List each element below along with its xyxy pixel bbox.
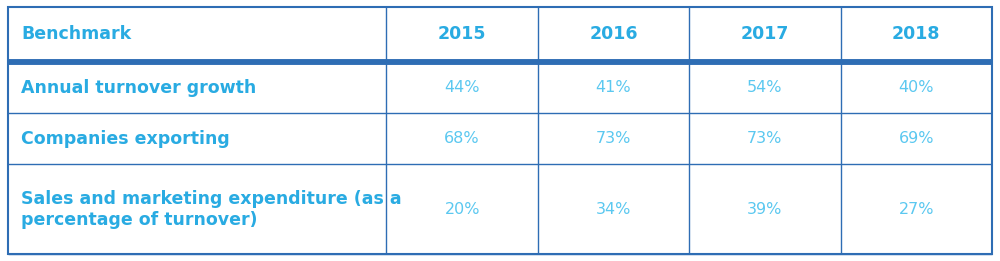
Text: 2018: 2018: [892, 25, 941, 43]
Bar: [689, 113, 841, 164]
Text: 73%: 73%: [747, 131, 783, 146]
Bar: [386, 164, 538, 254]
Bar: [841, 164, 992, 254]
Bar: [8, 113, 386, 164]
Text: 54%: 54%: [747, 80, 783, 95]
Bar: [689, 164, 841, 254]
Bar: [538, 62, 689, 113]
Text: Benchmark: Benchmark: [21, 25, 131, 43]
Text: 40%: 40%: [899, 80, 934, 95]
Bar: [8, 164, 386, 254]
Text: Companies exporting: Companies exporting: [21, 129, 230, 147]
Bar: [538, 164, 689, 254]
Text: 44%: 44%: [444, 80, 480, 95]
Text: 34%: 34%: [596, 202, 631, 217]
Bar: [538, 113, 689, 164]
Text: 39%: 39%: [747, 202, 783, 217]
Text: 27%: 27%: [899, 202, 934, 217]
Bar: [8, 7, 386, 62]
Text: Annual turnover growth: Annual turnover growth: [21, 79, 256, 97]
Text: 41%: 41%: [596, 80, 631, 95]
Text: 2016: 2016: [589, 25, 638, 43]
Text: 69%: 69%: [899, 131, 934, 146]
Text: 20%: 20%: [444, 202, 480, 217]
Text: Sales and marketing expenditure (as a
percentage of turnover): Sales and marketing expenditure (as a pe…: [21, 190, 402, 229]
Text: 2015: 2015: [438, 25, 486, 43]
Text: 73%: 73%: [596, 131, 631, 146]
Text: 2017: 2017: [741, 25, 789, 43]
Bar: [689, 7, 841, 62]
Bar: [538, 7, 689, 62]
Bar: [386, 7, 538, 62]
Bar: [841, 113, 992, 164]
Bar: [841, 7, 992, 62]
Bar: [386, 62, 538, 113]
Bar: [8, 62, 386, 113]
Bar: [841, 62, 992, 113]
Bar: [386, 113, 538, 164]
Text: 68%: 68%: [444, 131, 480, 146]
Bar: [689, 62, 841, 113]
